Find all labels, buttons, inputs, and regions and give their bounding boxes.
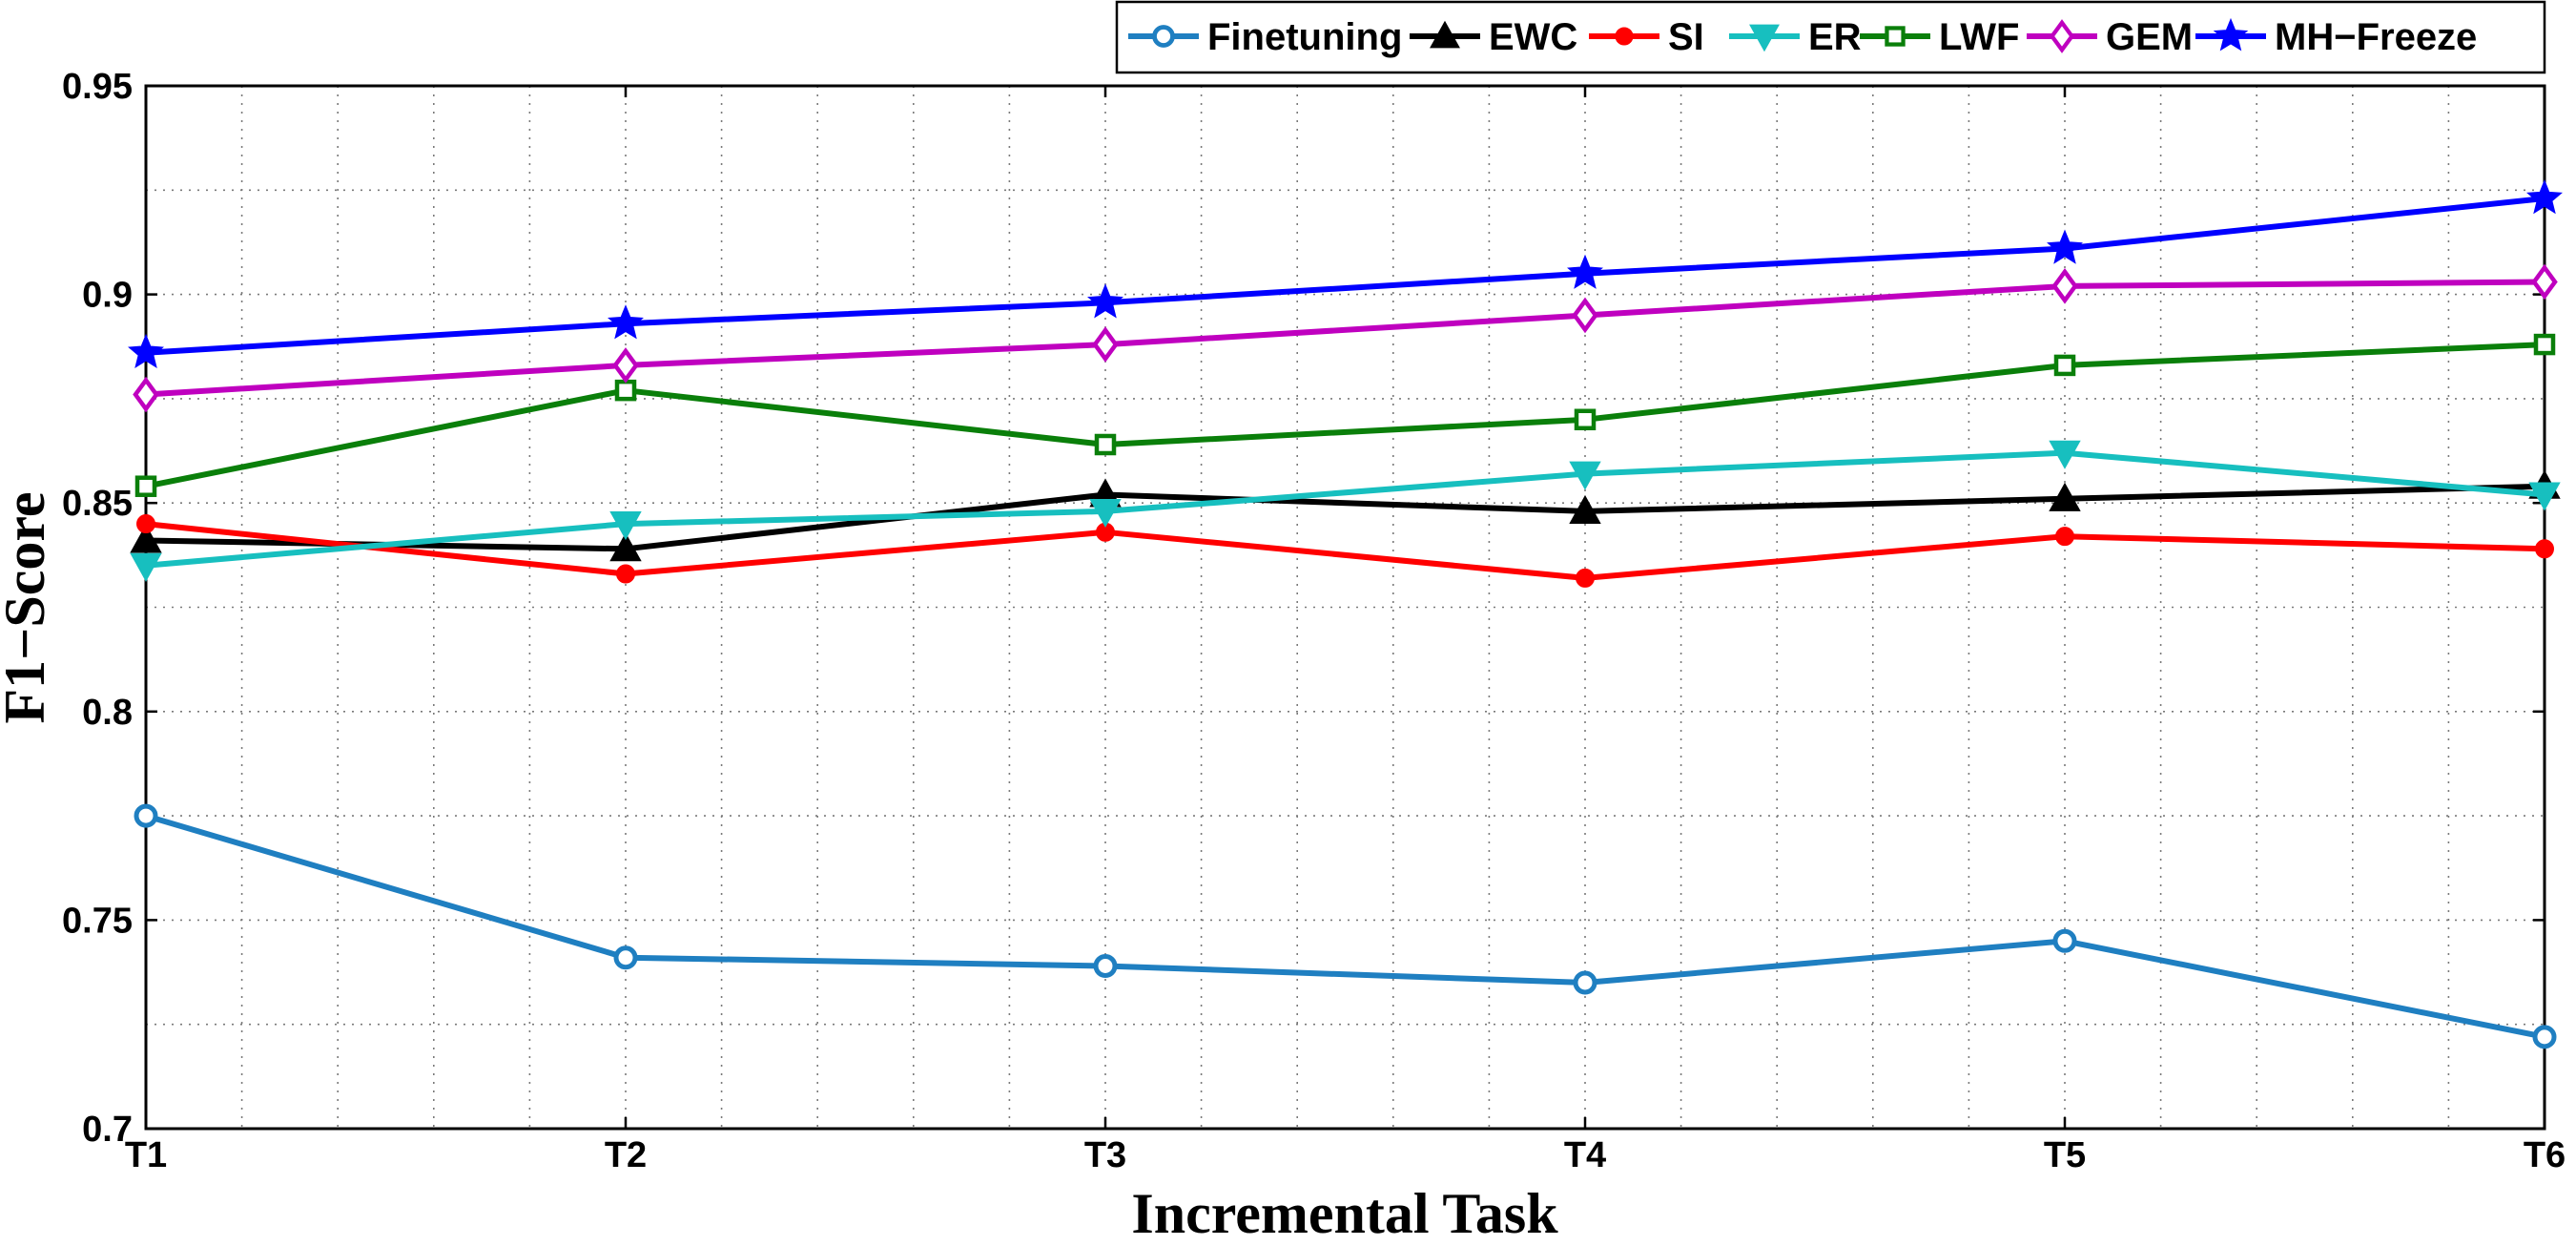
legend-swatch-marker bbox=[1430, 20, 1460, 49]
data-point-er bbox=[1089, 498, 1122, 529]
plot-frame bbox=[144, 84, 2546, 1131]
data-point-finetuning bbox=[2532, 1025, 2557, 1049]
data-point-finetuning bbox=[2052, 928, 2077, 953]
y-tick-label: 0.8 bbox=[82, 693, 133, 733]
y-tick-label: 0.75 bbox=[62, 901, 133, 941]
legend-label: EWC bbox=[1489, 16, 1577, 58]
legend-entry-er: ER bbox=[1729, 16, 1862, 58]
x-tick-label: T5 bbox=[2044, 1135, 2086, 1175]
data-point-lwf bbox=[1094, 433, 1117, 456]
data-point-mh-freeze bbox=[1567, 254, 1603, 289]
data-point-er bbox=[2528, 482, 2561, 511]
y-axis-title: F1−Score bbox=[0, 491, 56, 723]
data-point-ewc bbox=[1569, 494, 1601, 524]
legend-label: ER bbox=[1808, 16, 1862, 58]
legend-label: Finetuning bbox=[1207, 16, 1402, 58]
legend-entry-finetuning: Finetuning bbox=[1128, 16, 1402, 58]
series-line-mh-freeze bbox=[145, 196, 2545, 356]
legend-entry-ewc: EWC bbox=[1410, 16, 1577, 58]
data-point-ewc bbox=[609, 532, 642, 562]
series-layer bbox=[128, 179, 2563, 1049]
data-point-finetuning bbox=[613, 945, 638, 970]
data-point-gem bbox=[1572, 297, 1598, 334]
legend-entry-gem: GEM bbox=[2027, 16, 2193, 58]
y-tick-label: 0.85 bbox=[62, 484, 133, 524]
y-tick-label: 0.95 bbox=[62, 67, 133, 107]
data-point-lwf bbox=[2533, 333, 2556, 356]
data-point-gem bbox=[612, 347, 639, 384]
data-point-finetuning bbox=[134, 803, 158, 828]
legend-label: MH−Freeze bbox=[2275, 16, 2477, 58]
legend-swatch-marker bbox=[2213, 17, 2249, 52]
data-point-lwf bbox=[614, 379, 637, 402]
legend-swatch-marker bbox=[1615, 27, 1634, 46]
series-line-finetuning bbox=[145, 813, 2545, 1040]
legend-label: GEM bbox=[2106, 16, 2193, 58]
x-tick-label: T2 bbox=[605, 1135, 647, 1175]
series-si bbox=[136, 514, 2554, 588]
series-lwf bbox=[134, 333, 2556, 497]
legend-swatch-marker bbox=[1749, 24, 1780, 52]
data-point-mh-freeze bbox=[608, 304, 644, 340]
data-point-si bbox=[136, 514, 155, 534]
data-point-gem bbox=[1092, 326, 1119, 363]
legend-entry-si: SI bbox=[1589, 16, 1704, 58]
series-gem bbox=[133, 263, 2558, 413]
data-point-lwf bbox=[2053, 354, 2076, 377]
data-point-ewc bbox=[2049, 482, 2081, 511]
legend-box bbox=[1115, 0, 2546, 74]
data-point-si bbox=[2055, 527, 2074, 547]
data-point-finetuning bbox=[1093, 953, 1118, 978]
data-point-lwf bbox=[1574, 408, 1597, 431]
series-mh-freeze bbox=[128, 179, 2563, 369]
x-tick-label: T3 bbox=[1084, 1135, 1126, 1175]
x-tick-label: T4 bbox=[1564, 1135, 1606, 1175]
data-point-si bbox=[616, 564, 635, 584]
legend-label: LWF bbox=[1939, 16, 2019, 58]
legend: Finetuning EWC SI ER LWF GEM MH−Freeze bbox=[1115, 0, 2546, 74]
data-point-ewc bbox=[130, 524, 162, 553]
data-point-mh-freeze bbox=[2526, 179, 2563, 215]
series-line-gem bbox=[145, 279, 2545, 398]
legend-label: SI bbox=[1668, 16, 1704, 58]
series-er bbox=[130, 440, 2561, 582]
series-line-lwf bbox=[145, 342, 2545, 489]
series-line-er bbox=[145, 449, 2545, 569]
data-point-mh-freeze bbox=[1087, 283, 1123, 319]
data-point-finetuning bbox=[1573, 970, 1597, 995]
data-point-gem bbox=[2051, 268, 2078, 304]
series-line-si bbox=[145, 521, 2545, 581]
data-point-gem bbox=[133, 376, 159, 413]
data-point-er bbox=[1569, 461, 1601, 490]
series-ewc bbox=[130, 469, 2561, 562]
data-point-er bbox=[130, 552, 162, 582]
data-point-si bbox=[1576, 568, 1595, 588]
series-finetuning bbox=[134, 803, 2557, 1049]
data-point-er bbox=[2049, 440, 2081, 469]
data-point-mh-freeze bbox=[128, 333, 164, 369]
legend-swatch-marker bbox=[1885, 26, 1906, 47]
y-tick-label: 0.7 bbox=[82, 1110, 133, 1150]
y-tick-label: 0.9 bbox=[82, 276, 133, 316]
x-tick-label: T1 bbox=[125, 1135, 167, 1175]
data-point-mh-freeze bbox=[2047, 229, 2083, 264]
data-point-er bbox=[609, 511, 642, 541]
legend-swatch-marker bbox=[1152, 25, 1175, 48]
tick-layer: 0.7 0.75 0.8 0.85 0.9 0.95 T1 T2 T3 T4 T5 T6 bbox=[62, 67, 2566, 1175]
legend-swatch-marker bbox=[2049, 19, 2075, 53]
x-axis-title: Incremental Task bbox=[1131, 1182, 1558, 1241]
data-point-gem bbox=[2531, 263, 2558, 301]
legend-entry-mh-freeze: MH−Freeze bbox=[2195, 16, 2477, 58]
data-point-si bbox=[2535, 539, 2554, 559]
data-point-lwf bbox=[134, 475, 157, 497]
legend-entry-lwf: LWF bbox=[1860, 16, 2019, 58]
x-tick-label: T6 bbox=[2524, 1135, 2566, 1175]
series-line-ewc bbox=[145, 483, 2545, 552]
